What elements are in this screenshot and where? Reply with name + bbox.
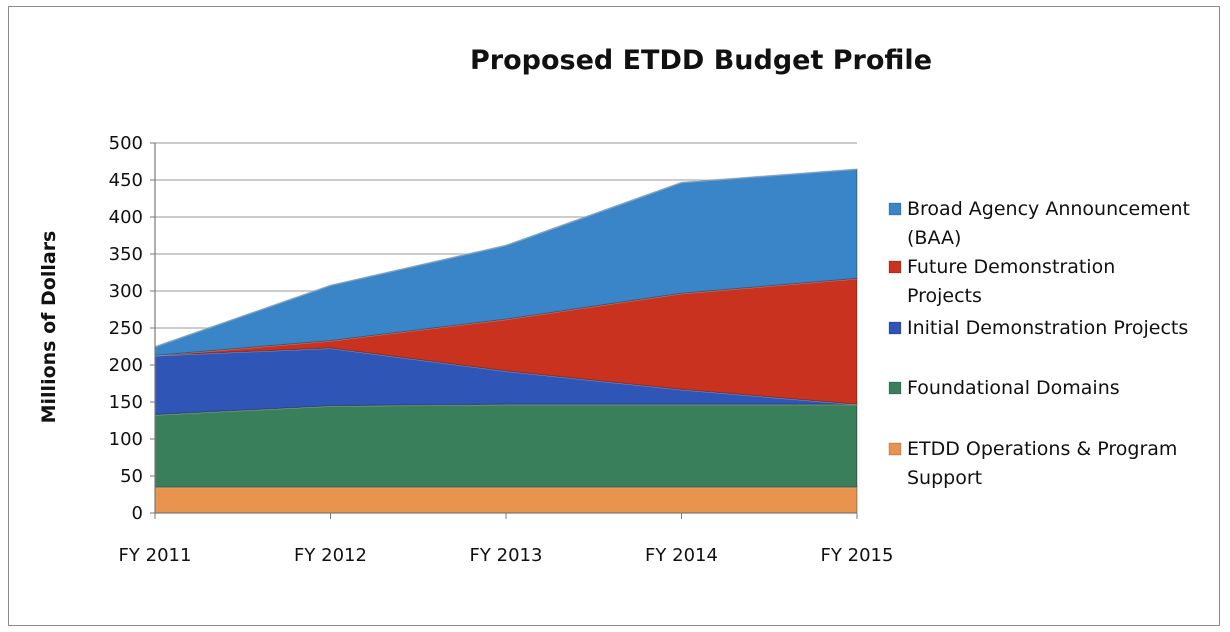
legend-swatch <box>888 202 902 216</box>
y-tick-label: 50 <box>120 466 143 487</box>
y-tick-label: 450 <box>109 170 143 191</box>
x-tick-label: FY 2014 <box>645 545 718 566</box>
legend: Broad Agency Announcement (BAA) Future Dem… <box>888 198 1190 489</box>
y-tick-label: 200 <box>109 355 143 376</box>
y-tick-label: 500 <box>109 133 143 154</box>
axes: 0 50 100 150 200 250 300 350 400 450 500 FY 2011 FY … <box>109 133 894 566</box>
area-edge-4 <box>154 167 858 348</box>
chart-frame: Proposed ETDD Budget Profile Millions of… <box>8 6 1220 626</box>
area-series-4 <box>154 168 858 356</box>
legend-swatch <box>888 321 902 335</box>
legend-label: Initial Demonstration Projects <box>907 317 1188 339</box>
area-series <box>154 167 858 514</box>
legend-swatch <box>888 442 902 456</box>
y-axis-title: Millions of Dollars <box>38 231 60 424</box>
legend-label: (BAA) <box>907 227 961 249</box>
x-tick-label: FY 2011 <box>119 545 192 566</box>
legend-label: Future Demonstration <box>907 256 1115 278</box>
x-tick-label: FY 2015 <box>821 545 894 566</box>
y-tick-label: 350 <box>109 244 143 265</box>
y-tick-label: 100 <box>109 429 143 450</box>
y-tick-label: 400 <box>109 207 143 228</box>
legend-label: ETDD Operations & Program <box>907 438 1177 460</box>
area-series-1 <box>154 403 858 488</box>
chart-title: Proposed ETDD Budget Profile <box>470 45 932 76</box>
y-tick-label: 300 <box>109 281 143 302</box>
y-tick-label: 0 <box>132 503 143 524</box>
legend-label: Broad Agency Announcement <box>907 198 1190 220</box>
legend-label: Foundational Domains <box>907 377 1120 399</box>
legend-swatch <box>888 260 902 274</box>
y-tick-label: 150 <box>109 392 143 413</box>
x-tick-label: FY 2013 <box>470 545 543 566</box>
legend-label: Support <box>907 467 982 489</box>
legend-label: Projects <box>907 285 982 307</box>
legend-swatch <box>888 381 902 395</box>
area-series-0 <box>154 486 858 514</box>
x-tick-label: FY 2012 <box>294 545 367 566</box>
y-tick-label: 250 <box>109 318 143 339</box>
area-series-3 <box>154 277 858 405</box>
area-chart: Proposed ETDD Budget Profile Millions of… <box>38 45 1190 566</box>
